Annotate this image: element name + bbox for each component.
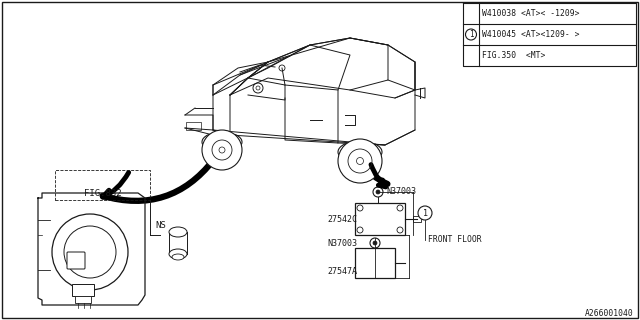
Circle shape	[52, 214, 128, 290]
Circle shape	[338, 139, 382, 183]
Circle shape	[202, 130, 242, 170]
Text: N37003: N37003	[327, 238, 357, 247]
Bar	[75, 296, 91, 303]
Bar	[55, 170, 150, 200]
Bar	[186, 122, 201, 130]
Circle shape	[418, 206, 432, 220]
Circle shape	[370, 238, 380, 248]
Circle shape	[376, 190, 380, 194]
Bar	[413, 216, 421, 222]
FancyArrowPatch shape	[102, 160, 213, 201]
Text: 1: 1	[468, 30, 474, 39]
Text: FRONT FLOOR: FRONT FLOOR	[428, 236, 482, 244]
Bar	[355, 203, 405, 235]
FancyBboxPatch shape	[67, 252, 85, 269]
Bar	[355, 248, 395, 278]
Text: FIG.350  <MT>: FIG.350 <MT>	[482, 51, 545, 60]
FancyArrowPatch shape	[362, 160, 387, 184]
Text: W410045 <AT><1209- >: W410045 <AT><1209- >	[482, 30, 579, 39]
Circle shape	[357, 205, 363, 211]
Text: 27547A: 27547A	[327, 267, 357, 276]
Text: W410038 <AT>< -1209>: W410038 <AT>< -1209>	[482, 9, 579, 18]
Circle shape	[397, 205, 403, 211]
Circle shape	[373, 187, 383, 197]
Text: A266001040: A266001040	[585, 309, 634, 318]
Text: N37003: N37003	[386, 188, 416, 196]
Text: 27542C: 27542C	[327, 214, 357, 223]
Circle shape	[357, 227, 363, 233]
Circle shape	[373, 241, 377, 245]
Text: 1: 1	[422, 209, 428, 218]
Bar	[72, 284, 94, 296]
Ellipse shape	[169, 227, 187, 237]
Circle shape	[397, 227, 403, 233]
Circle shape	[64, 226, 116, 278]
Text: FIG.832: FIG.832	[84, 188, 122, 197]
Ellipse shape	[172, 254, 184, 260]
Text: NS: NS	[155, 220, 166, 229]
Ellipse shape	[169, 249, 187, 259]
